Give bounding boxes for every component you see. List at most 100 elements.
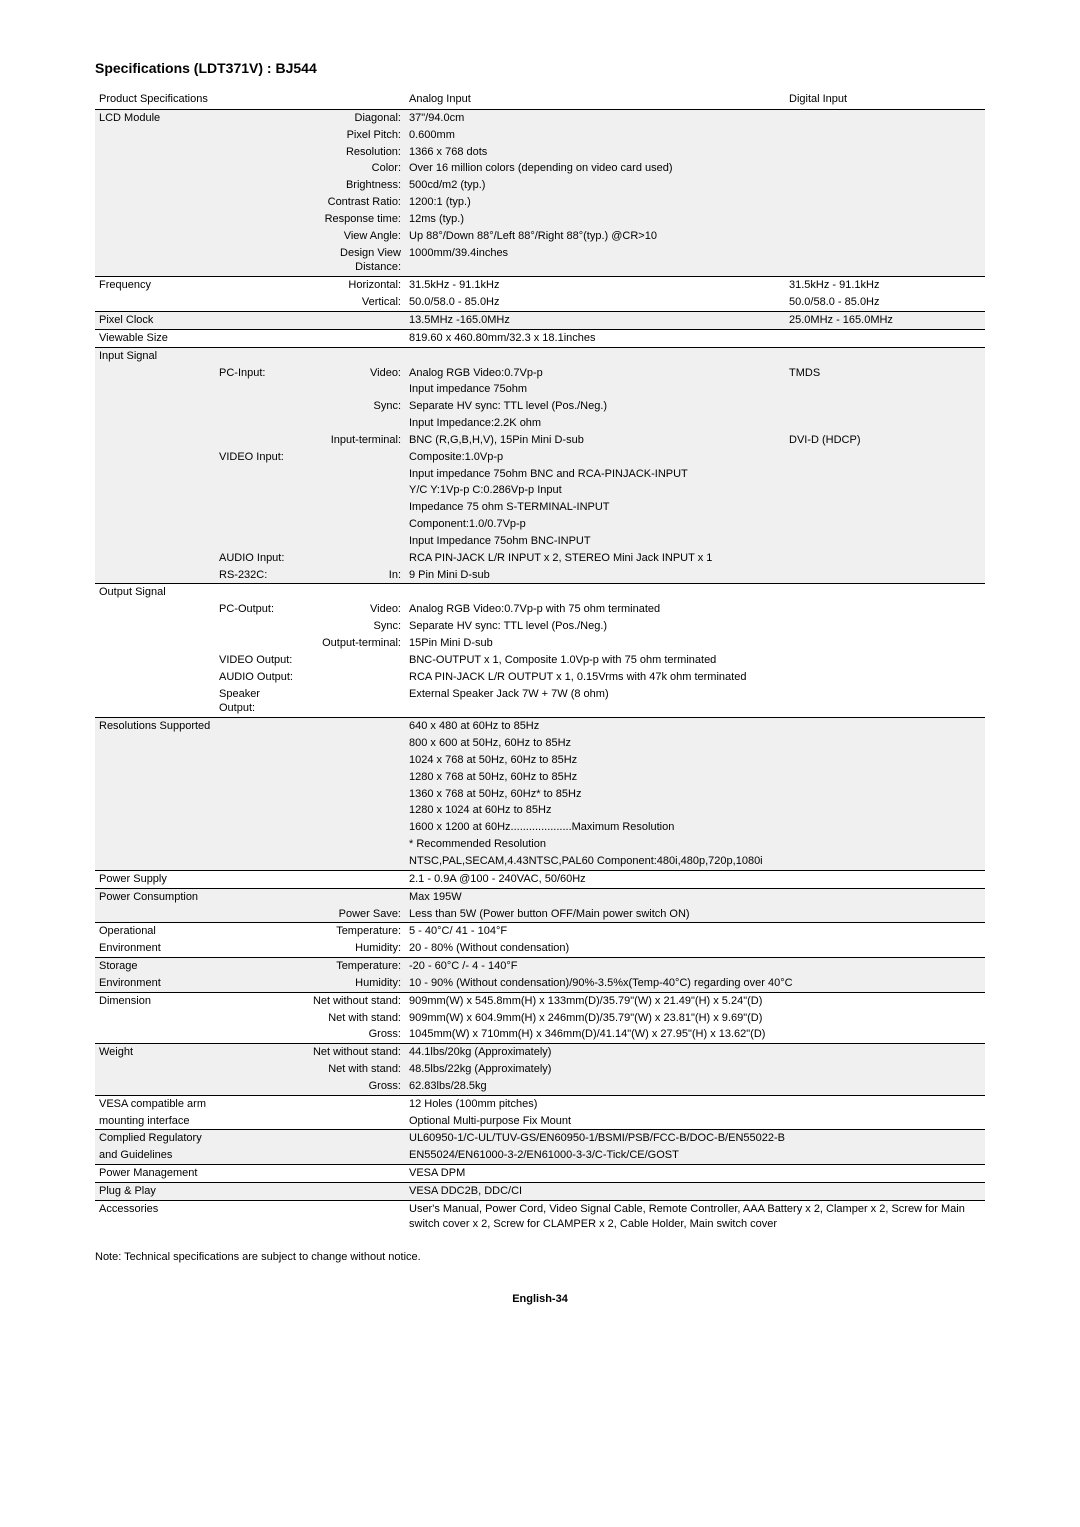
cell-section: Operational — [95, 923, 215, 940]
cell-section — [95, 415, 215, 432]
cell-sub2: Pixel Pitch: — [300, 127, 405, 144]
table-row: FrequencyHorizontal:31.5kHz - 91.1kHz31.… — [95, 277, 985, 294]
table-row: Net with stand:909mm(W) x 604.9mm(H) x 2… — [95, 1010, 985, 1027]
cell-sub1 — [215, 329, 300, 347]
cell-sub1 — [215, 311, 300, 329]
cell-analog: Input Impedance:2.2K ohm — [405, 415, 985, 432]
cell-section — [95, 669, 215, 686]
cell-sub2 — [300, 735, 405, 752]
table-row: Input impedance 75ohm — [95, 381, 985, 398]
cell-sub2 — [300, 1095, 405, 1112]
table-row: VIDEO Input:Composite:1.0Vp-p — [95, 449, 985, 466]
cell-sub2 — [300, 311, 405, 329]
cell-section: Input Signal — [95, 347, 215, 364]
cell-section — [95, 516, 215, 533]
cell-analog: 0.600mm — [405, 127, 985, 144]
cell-section: mounting interface — [95, 1113, 215, 1130]
cell-sub2: Net without stand: — [300, 992, 405, 1009]
cell-section: Weight — [95, 1044, 215, 1061]
table-row: Input-terminal:BNC (R,G,B,H,V), 15Pin Mi… — [95, 432, 985, 449]
cell-sub1 — [215, 432, 300, 449]
table-row: Component:1.0/0.7Vp-p — [95, 516, 985, 533]
table-row: Output-terminal:15Pin Mini D-sub — [95, 635, 985, 652]
cell-analog: 500cd/m2 (typ.) — [405, 177, 985, 194]
cell-sub1 — [215, 482, 300, 499]
cell-sub1 — [215, 194, 300, 211]
cell-analog: 1360 x 768 at 50Hz, 60Hz* to 85Hz — [405, 786, 985, 803]
cell-analog: 2.1 - 0.9A @100 - 240VAC, 50/60Hz — [405, 870, 985, 888]
cell-section — [95, 686, 215, 718]
cell-analog: VESA DDC2B, DDC/CI — [405, 1183, 985, 1201]
cell-sub1 — [215, 1183, 300, 1201]
cell-section — [95, 294, 215, 311]
cell-analog: Up 88°/Down 88°/Left 88°/Right 88°(typ.)… — [405, 228, 985, 245]
cell-sub1 — [215, 516, 300, 533]
cell-section: Power Management — [95, 1165, 215, 1183]
cell-sub2: Diagonal: — [300, 109, 405, 126]
cell-sub2 — [300, 652, 405, 669]
cell-section — [95, 245, 215, 277]
cell-sub1 — [215, 819, 300, 836]
cell-section: Output Signal — [95, 584, 215, 601]
table-row: Sync:Separate HV sync: TTL level (Pos./N… — [95, 398, 985, 415]
cell-section — [95, 853, 215, 870]
cell-sub2: Input-terminal: — [300, 432, 405, 449]
cell-section — [95, 618, 215, 635]
cell-sub1 — [215, 160, 300, 177]
cell-analog: 12 Holes (100mm pitches) — [405, 1095, 985, 1112]
cell-analog: -20 - 60°C /- 4 - 140°F — [405, 958, 985, 975]
cell-sub1 — [215, 853, 300, 870]
cell-analog: Analog RGB Video:0.7Vp-p with 75 ohm ter… — [405, 601, 985, 618]
cell-analog: VESA DPM — [405, 1165, 985, 1183]
cell-sub2: Humidity: — [300, 940, 405, 957]
cell-analog: Optional Multi-purpose Fix Mount — [405, 1113, 985, 1130]
cell-sub1: VIDEO Output: — [215, 652, 300, 669]
cell-sub2 — [300, 836, 405, 853]
cell-sub2 — [300, 1165, 405, 1183]
cell-analog: NTSC,PAL,SECAM,4.43NTSC,PAL60 Component:… — [405, 853, 985, 870]
table-row: RS-232C:In:9 Pin Mini D-sub — [95, 567, 985, 584]
cell-analog: 5 - 40°C/ 41 - 104°F — [405, 923, 985, 940]
cell-sub1 — [215, 752, 300, 769]
cell-analog: Analog RGB Video:0.7Vp-p — [405, 365, 785, 382]
table-row: DimensionNet without stand:909mm(W) x 54… — [95, 992, 985, 1009]
cell-section: Power Consumption — [95, 888, 215, 905]
table-row: PC-Output:Video:Analog RGB Video:0.7Vp-p… — [95, 601, 985, 618]
cell-sub2: Gross: — [300, 1026, 405, 1043]
cell-sub2: Sync: — [300, 618, 405, 635]
table-row: Sync:Separate HV sync: TTL level (Pos./N… — [95, 618, 985, 635]
cell-sub1 — [215, 277, 300, 294]
cell-analog: 20 - 80% (Without condensation) — [405, 940, 985, 957]
cell-analog: Composite:1.0Vp-p — [405, 449, 985, 466]
cell-analog: 909mm(W) x 545.8mm(H) x 133mm(D)/35.79"(… — [405, 992, 985, 1009]
table-row: Input impedance 75ohm BNC and RCA-PINJAC… — [95, 466, 985, 483]
cell-sub2 — [300, 819, 405, 836]
cell-sub1 — [215, 245, 300, 277]
cell-sub1 — [215, 836, 300, 853]
cell-section: VESA compatible arm — [95, 1095, 215, 1112]
cell-sub2: Video: — [300, 601, 405, 618]
cell-section — [95, 786, 215, 803]
table-row: * Recommended Resolution — [95, 836, 985, 853]
table-row: Color:Over 16 million colors (depending … — [95, 160, 985, 177]
cell-sub1 — [215, 1010, 300, 1027]
cell-analog: 1200:1 (typ.) — [405, 194, 985, 211]
cell-sub2 — [300, 329, 405, 347]
table-row: 1280 x 768 at 50Hz, 60Hz to 85Hz — [95, 769, 985, 786]
table-row: Power Management VESA DPM — [95, 1165, 985, 1183]
cell-section — [95, 449, 215, 466]
cell-analog: 640 x 480 at 60Hz to 85Hz — [405, 718, 985, 735]
cell-analog: 37"/94.0cm — [405, 109, 985, 126]
cell-sub2: Color: — [300, 160, 405, 177]
cell-sub1: PC-Input: — [215, 365, 300, 382]
table-row: VIDEO Output:BNC-OUTPUT x 1, Composite 1… — [95, 652, 985, 669]
cell-sub1 — [215, 888, 300, 905]
cell-sub1 — [215, 499, 300, 516]
cell-sub2 — [300, 853, 405, 870]
cell-section — [95, 365, 215, 382]
cell-sub2 — [300, 769, 405, 786]
cell-sub1 — [215, 228, 300, 245]
cell-section: Environment — [95, 975, 215, 992]
cell-sub2: Temperature: — [300, 923, 405, 940]
cell-sub2: Brightness: — [300, 177, 405, 194]
